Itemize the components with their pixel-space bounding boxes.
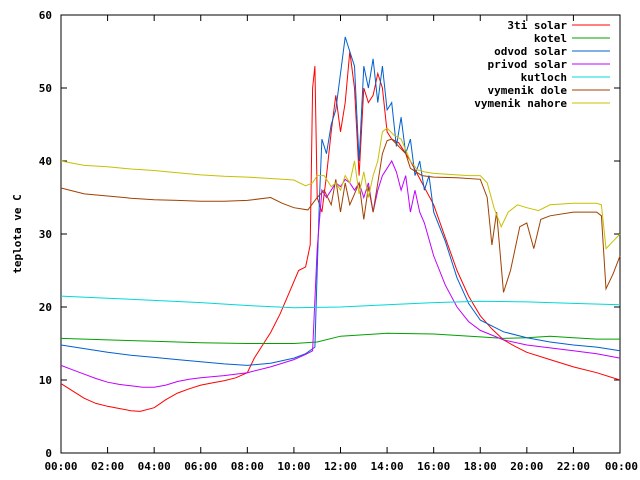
legend-label: kotel: [534, 32, 567, 45]
series-line-vymenik-nahore: [60, 127, 621, 250]
x-tick-label: 10:00: [277, 460, 310, 473]
x-tick-label: 18:00: [464, 460, 497, 473]
x-axis: 00:00 02:00 04:00 06:00 08:00 10:00 12:00 14:00…: [44, 15, 638, 473]
x-tick-label: 00:00: [44, 460, 77, 473]
y-axis-title: teplota ve C: [11, 194, 24, 273]
y-tick-label: 40: [39, 155, 52, 168]
series-line-privod-solar: [60, 159, 621, 388]
x-tick-label: 00:00: [605, 460, 638, 473]
y-tick-label: 60: [39, 9, 52, 22]
legend-label: vymenik nahore: [474, 97, 567, 110]
x-tick-label: 14:00: [371, 460, 404, 473]
legend-label: kutloch: [521, 71, 567, 84]
y-tick-label: 30: [39, 228, 52, 241]
x-tick-label: 06:00: [184, 460, 217, 473]
x-tick-label: 08:00: [231, 460, 264, 473]
x-tick-label: 16:00: [417, 460, 450, 473]
series-group: [60, 36, 621, 412]
y-tick-label: 20: [39, 301, 52, 314]
series-line-kutloch: [60, 295, 621, 309]
y-tick-label: 10: [39, 374, 52, 387]
x-tick-label: 04:00: [138, 460, 171, 473]
legend-label: odvod solar: [494, 45, 567, 58]
series-line-vymenik-dole: [60, 138, 621, 293]
series-line-kotel: [60, 332, 620, 344]
x-tick-label: 12:00: [324, 460, 357, 473]
series-line-3ti-solar: [60, 51, 621, 412]
x-tick-label: 02:00: [91, 460, 124, 473]
x-tick-label: 20:00: [510, 460, 543, 473]
series-line-odvod-solar: [60, 36, 621, 366]
x-tick-label: 22:00: [557, 460, 590, 473]
y-axis: 0 10 20 30 40 50 60: [39, 9, 620, 460]
legend-label: privod solar: [488, 58, 568, 71]
legend-label: vymenik dole: [488, 84, 568, 97]
y-tick-label: 0: [45, 447, 52, 460]
y-tick-label: 50: [39, 82, 52, 95]
legend-label: 3ti solar: [507, 19, 567, 32]
